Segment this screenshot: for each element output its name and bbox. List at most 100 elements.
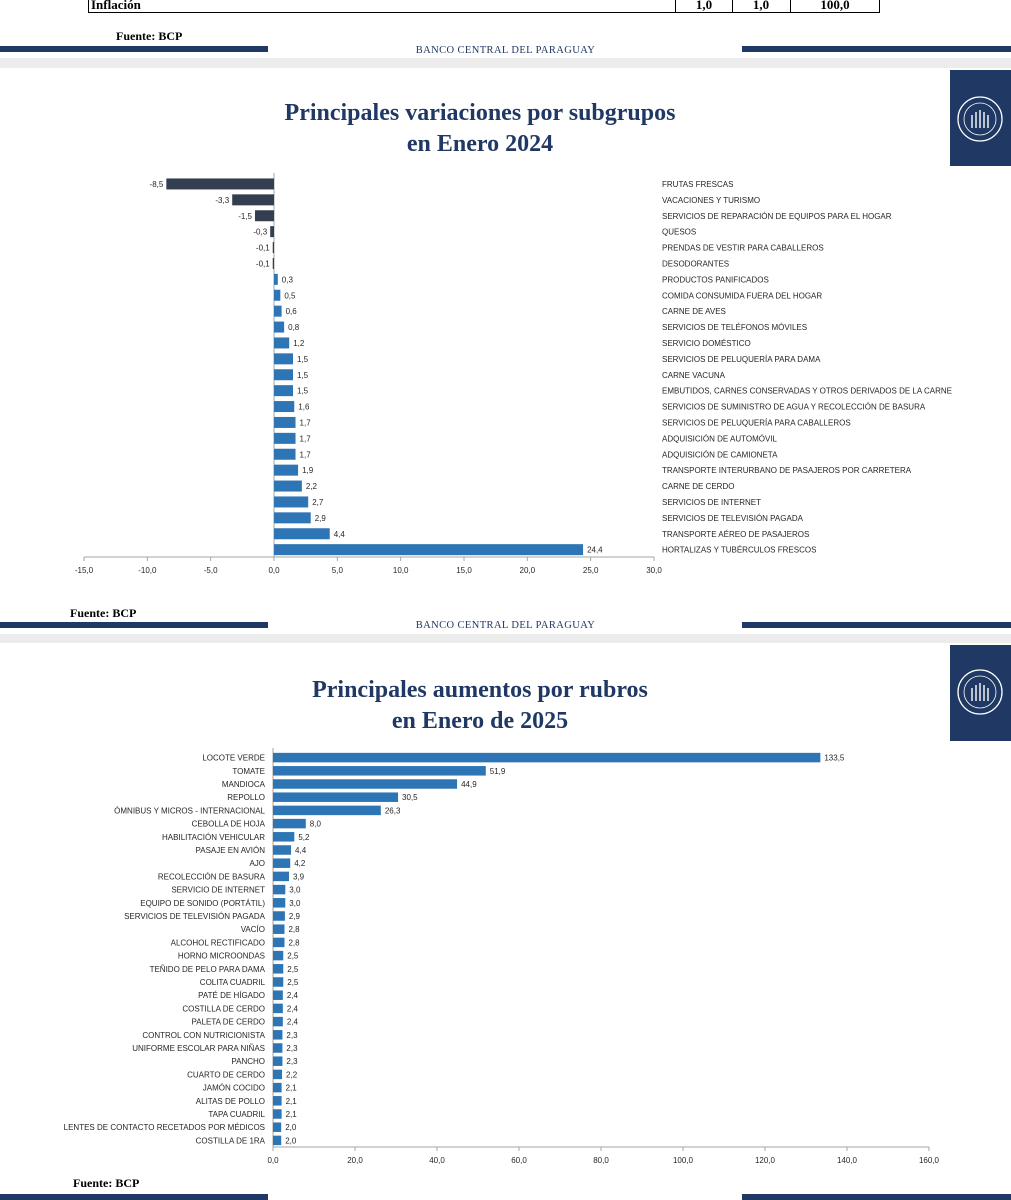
x-tick-label: -10,0 <box>138 566 157 575</box>
data-label: 2,4 <box>287 1018 299 1027</box>
table-divider <box>732 0 733 12</box>
data-label: -3,3 <box>215 196 229 205</box>
bar <box>274 480 302 492</box>
category-label: ADQUISICIÓN DE AUTOMÓVIL <box>662 434 778 443</box>
bar <box>273 1069 283 1080</box>
data-label: 3,9 <box>293 872 305 881</box>
data-label: -0,1 <box>256 244 270 253</box>
data-label: 2,4 <box>287 1004 299 1013</box>
bar <box>273 779 458 789</box>
bar <box>273 845 292 855</box>
data-label: 1,5 <box>297 355 309 364</box>
logo-building-columns <box>971 110 989 128</box>
category-label: RECOLECCIÓN DE BASURA <box>158 872 266 881</box>
table-divider <box>675 0 676 12</box>
data-label: 2,3 <box>286 1031 298 1040</box>
data-label: 30,5 <box>402 793 418 802</box>
data-label: 1,7 <box>300 450 312 459</box>
bar <box>273 1122 282 1132</box>
footer-band-left <box>0 1194 268 1200</box>
x-tick-label: 0,0 <box>267 1156 279 1165</box>
page-separator <box>0 634 1011 643</box>
bank-name-footer: BANCO CENTRAL DEL PARAGUAY <box>415 620 596 631</box>
category-label: HORNO MICROONDAS <box>178 952 265 961</box>
category-label: AJO <box>249 859 265 868</box>
bar <box>273 832 295 842</box>
chart-title: Principales variaciones por subgrupos en… <box>160 98 800 160</box>
category-label: DESODORANTES <box>662 259 729 268</box>
category-label: LENTES DE CONTACTO RECETADOS POR MÉDICOS <box>64 1123 265 1132</box>
bar <box>166 178 274 190</box>
category-label: PRODUCTOS PANIFICADOS <box>662 275 769 284</box>
category-label: HABILITACIÓN VEHICULAR <box>162 833 265 842</box>
data-label: 1,2 <box>293 339 305 348</box>
bar <box>274 432 296 444</box>
page-separator <box>0 58 1011 68</box>
source-note: Fuente: BCP <box>73 1176 140 1190</box>
data-label: 2,2 <box>286 1070 298 1079</box>
bar <box>274 289 281 301</box>
x-tick-label: 15,0 <box>456 566 472 575</box>
data-label: -8,5 <box>150 180 164 189</box>
category-label: REPOLLO <box>227 793 265 802</box>
bar <box>272 242 274 254</box>
bar <box>273 1030 283 1040</box>
category-label: JAMÓN COCIDO <box>203 1084 265 1093</box>
category-label: SERVICIO DE INTERNET <box>171 886 265 895</box>
data-label: 1,5 <box>297 371 309 380</box>
category-label: ALITAS DE POLLO <box>196 1097 265 1106</box>
bar <box>273 977 284 987</box>
bar <box>273 1043 283 1053</box>
bar <box>273 752 821 763</box>
category-label: EMBUTIDOS, CARNES CONSERVADAS Y OTROS DE… <box>662 387 952 396</box>
data-label: 2,5 <box>287 965 299 974</box>
bar <box>274 305 282 317</box>
bar <box>255 210 274 222</box>
data-label: 2,0 <box>285 1136 297 1145</box>
bar <box>273 871 289 882</box>
x-tick-label: 100,0 <box>673 1156 694 1165</box>
data-label: -0,1 <box>256 259 270 268</box>
category-label: COSTILLA DE CERDO <box>182 1004 265 1013</box>
category-label: SERVICIOS DE PELUQUERÍA PARA CABALLEROS <box>662 418 851 427</box>
bar <box>272 257 274 269</box>
x-tick-label: 30,0 <box>646 566 662 575</box>
bar <box>274 321 285 333</box>
chart-title-line: en Enero de 2025 <box>391 708 569 734</box>
bar <box>274 337 290 349</box>
source-note: Fuente: BCP <box>70 606 137 620</box>
category-label: CARNE DE AVES <box>662 307 726 316</box>
x-tick-label: 40,0 <box>429 1156 445 1165</box>
logo-building-columns <box>971 683 989 701</box>
category-label: SERVICIO DOMÉSTICO <box>662 339 751 348</box>
data-label: 0,8 <box>288 323 300 332</box>
data-label: 2,1 <box>286 1084 298 1093</box>
data-label: 4,2 <box>294 859 306 868</box>
category-label: LOCOTE VERDE <box>202 754 265 763</box>
x-tick-label: 0,0 <box>268 566 280 575</box>
bar <box>273 818 306 829</box>
category-label: ADQUISICIÓN DE CAMIONETA <box>662 450 778 459</box>
data-label: 2,4 <box>287 991 299 1000</box>
data-label: -1,5 <box>238 212 252 221</box>
data-label: 1,7 <box>300 418 312 427</box>
data-label: 5,2 <box>298 833 310 842</box>
x-tick-label: 120,0 <box>755 1156 776 1165</box>
category-label: CONTROL CON NUTRICIONISTA <box>142 1031 265 1040</box>
data-label: 2,1 <box>286 1097 298 1106</box>
data-label: 4,4 <box>334 530 346 539</box>
bar <box>274 401 295 413</box>
bank-name-footer: BANCO CENTRAL DEL PARAGUAY <box>415 45 596 56</box>
category-label: SERVICIOS DE REPARACIÓN DE EQUIPOS PARA … <box>662 212 892 221</box>
chart-title-line: en Enero 2024 <box>406 131 554 157</box>
logo-seal-inner-ring <box>963 675 997 709</box>
inflation-table-row: Inflación 1,0 1,0 100,0 <box>88 0 880 13</box>
category-label: SERVICIOS DE TELEVISIÓN PAGADA <box>662 514 804 523</box>
category-label: CUARTO DE CERDO <box>187 1070 265 1079</box>
category-label: CARNE DE CERDO <box>662 482 734 491</box>
category-label: COMIDA CONSUMIDA FUERA DEL HOGAR <box>662 291 822 300</box>
category-label: TRANSPORTE INTERURBANO DE PASAJEROS POR … <box>662 466 912 475</box>
table-cell-value: 100,0 <box>820 0 850 12</box>
category-label: UNIFORME ESCOLAR PARA NIÑAS <box>132 1044 265 1053</box>
data-label: 133,5 <box>824 754 845 763</box>
